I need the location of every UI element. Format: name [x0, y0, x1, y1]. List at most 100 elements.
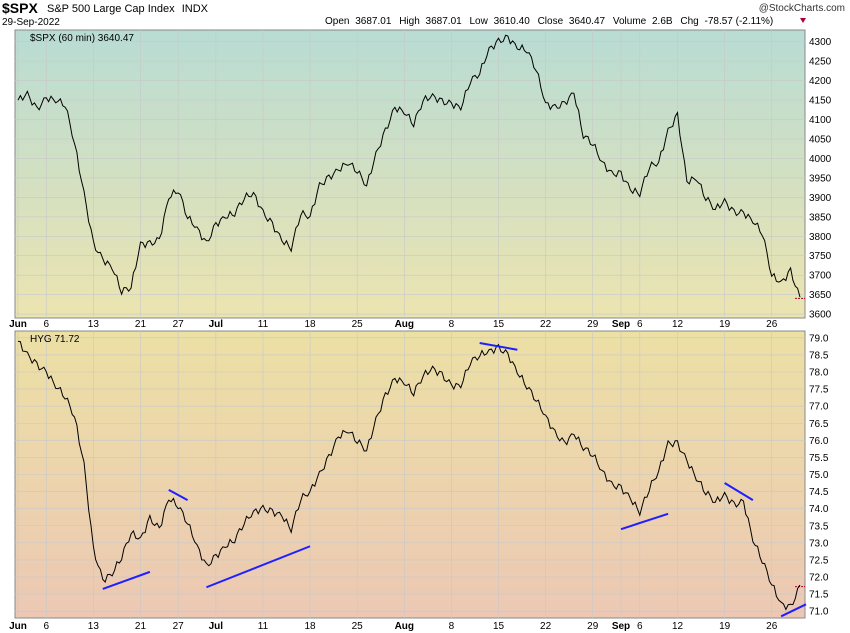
x-tick-label: 13	[88, 319, 100, 330]
spx-y-tick-label: 3850	[809, 212, 832, 223]
x-tick-label: 27	[173, 319, 185, 330]
x-tick-label: 18	[305, 621, 317, 632]
hyg-trendline	[479, 341, 518, 351]
hyg-panel-label: HYG 71.72	[30, 334, 80, 345]
exchange-name: INDX	[182, 3, 209, 15]
chg-value: -78.57 (-2.11%)	[705, 16, 774, 27]
hyg-y-tick-label: 78.5	[809, 350, 829, 361]
spx-y-tick-label: 3700	[809, 271, 832, 282]
hyg-y-tick-label: 79.0	[809, 333, 829, 344]
chg-label: Chg	[680, 16, 698, 27]
low-label: Low	[469, 16, 488, 27]
x-tick-label: 15	[493, 621, 505, 632]
volume-label: Volume	[613, 16, 647, 27]
hyg-y-tick-label: 76.5	[809, 419, 829, 430]
spx-y-tick-label: 4250	[809, 57, 832, 68]
hyg-trendline	[206, 545, 311, 589]
x-tick-label: 26	[766, 621, 778, 632]
spx-y-tick-label: 4300	[809, 37, 832, 48]
chart-name: S&P 500 Large Cap Index INDX	[47, 3, 209, 15]
hyg-y-tick-label: 78.0	[809, 368, 829, 379]
spx-y-tick-label: 3800	[809, 232, 832, 243]
hyg-y-tick-label: 75.0	[809, 470, 829, 481]
hyg-trendline	[780, 603, 807, 618]
down-arrow-icon	[800, 18, 806, 23]
x-tick-label: 6	[637, 621, 643, 632]
x-tick-label: 6	[43, 319, 49, 330]
spx-y-tick-label: 3650	[809, 290, 832, 301]
spx-y-tick-label: 3750	[809, 251, 832, 262]
spx-y-tick-label: 4000	[809, 154, 832, 165]
x-tick-label: 29	[587, 319, 599, 330]
x-tick-label: 6	[43, 621, 49, 632]
x-tick-label: Aug	[395, 621, 414, 632]
x-tick-label: 13	[88, 621, 100, 632]
x-tick-label: 8	[449, 621, 455, 632]
volume-value: 2.6B	[652, 16, 673, 27]
x-tick-label: 21	[135, 319, 147, 330]
hyg-y-tick-label: 72.0	[809, 573, 829, 584]
x-tick-label: Jun	[9, 621, 27, 632]
high-label: High	[399, 16, 420, 27]
open-value: 3687.01	[355, 16, 392, 27]
spx-y-tick-label: 3600	[809, 310, 832, 321]
spx-y-tick-label: 4200	[809, 76, 832, 87]
close-value: 3640.47	[569, 16, 606, 27]
x-tick-label: 25	[352, 319, 364, 330]
x-tick-label: Jul	[209, 319, 224, 330]
chart-symbol: $SPX	[2, 0, 38, 16]
spx-y-tick-label: 3900	[809, 193, 832, 204]
spx-price-series	[17, 34, 801, 298]
x-tick-label: 22	[540, 621, 552, 632]
index-name: S&P 500 Large Cap Index	[47, 3, 175, 15]
x-tick-label: Aug	[395, 319, 414, 330]
low-value: 3610.40	[494, 16, 531, 27]
x-tick-label: 6	[637, 319, 643, 330]
x-tick-label: 8	[449, 319, 455, 330]
x-tick-label: Jun	[9, 319, 27, 330]
x-tick-label: 27	[173, 621, 185, 632]
close-label: Close	[538, 16, 564, 27]
x-tick-label: 12	[672, 319, 684, 330]
x-tick-label: 18	[305, 319, 317, 330]
spx-panel-label: $SPX (60 min) 3640.47	[30, 33, 134, 44]
high-value: 3687.01	[426, 16, 463, 27]
hyg-y-tick-label: 77.5	[809, 385, 829, 396]
x-tick-label: 26	[766, 319, 778, 330]
x-tick-label: Sep	[612, 621, 630, 632]
x-tick-label: 11	[258, 319, 269, 330]
x-tick-label: Jul	[209, 621, 224, 632]
x-tick-label: 15	[493, 319, 505, 330]
x-tick-label: 19	[719, 621, 731, 632]
chart-date: 29-Sep-2022	[2, 17, 60, 28]
spx-plot-area	[14, 29, 806, 319]
hyg-y-tick-label: 74.0	[809, 504, 829, 515]
ohlc-stats: Open 3687.01 High 3687.01 Low 3610.40 Cl…	[325, 16, 773, 27]
hyg-y-tick-label: 73.0	[809, 538, 829, 549]
hyg-y-tick-label: 76.0	[809, 436, 829, 447]
x-tick-label: 19	[719, 319, 731, 330]
hyg-y-tick-label: 73.5	[809, 521, 829, 532]
x-tick-label: 21	[135, 621, 147, 632]
hyg-trendline	[168, 488, 189, 502]
hyg-y-tick-label: 71.0	[809, 607, 829, 618]
x-tick-label: 12	[672, 621, 684, 632]
hyg-trendline	[620, 512, 669, 531]
x-tick-label: 29	[587, 621, 599, 632]
spx-y-tick-label: 4050	[809, 134, 832, 145]
hyg-y-tick-label: 71.5	[809, 590, 829, 601]
hyg-trendline	[724, 482, 754, 501]
spx-panel: 3600 3650 3700 3750 3800 3850 3900 3950 4000 4050…	[14, 29, 832, 321]
hyg-y-tick-label: 72.5	[809, 555, 829, 566]
hyg-panel: 71.0 71.5 72.0 72.5 73.0 73.5 74.0 74.5 75.0 75.5…	[14, 330, 829, 619]
x-tick-label: 25	[352, 621, 364, 632]
hyg-y-tick-label: 75.5	[809, 453, 829, 464]
spx-y-tick-label: 4100	[809, 115, 832, 126]
hyg-y-tick-label: 74.5	[809, 487, 829, 498]
hyg-trendline	[102, 570, 151, 590]
hyg-price-series	[17, 340, 801, 611]
x-tick-label: 11	[258, 621, 269, 632]
hyg-y-tick-label: 77.0	[809, 402, 829, 413]
spx-y-tick-label: 4150	[809, 96, 832, 107]
